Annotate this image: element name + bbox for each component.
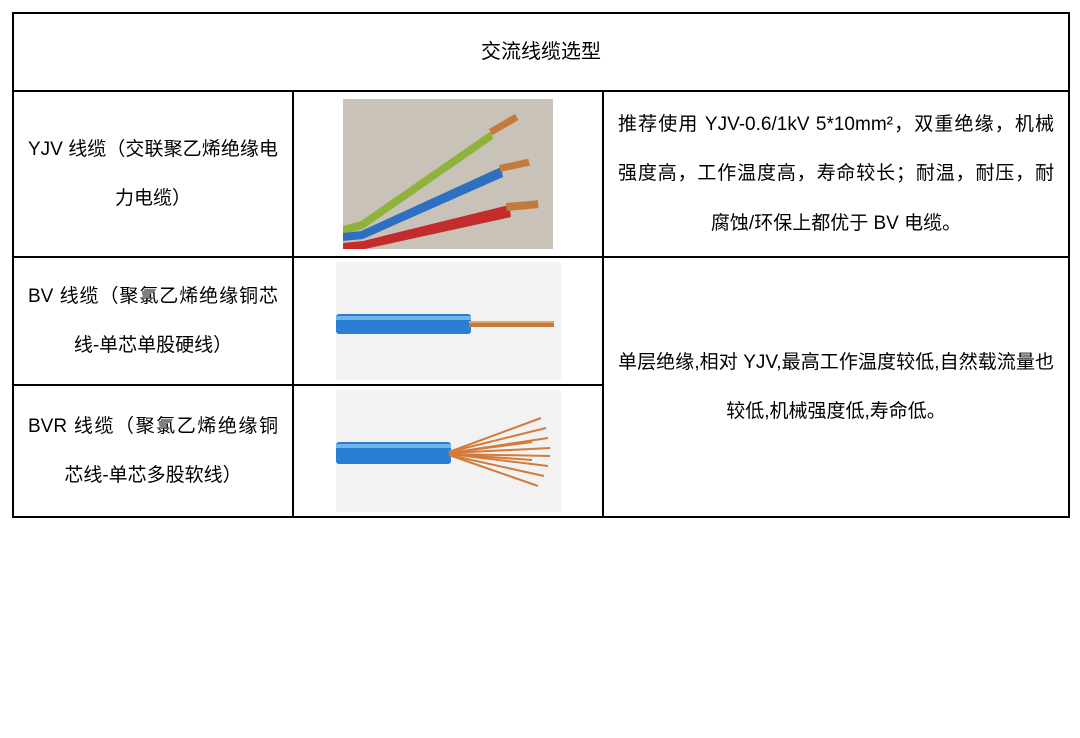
table-title-row: 交流线缆选型 [13, 13, 1069, 91]
bvr-cable-icon [336, 390, 561, 512]
cable-image-yjv [293, 91, 603, 257]
cable-label-bv: BV 线缆（聚氯乙烯绝缘铜芯线-单芯单股硬线） [13, 257, 293, 385]
table-row: BV 线缆（聚氯乙烯绝缘铜芯线-单芯单股硬线） 单层绝缘,相对 YJV,最高工作… [13, 257, 1069, 385]
bv-cable-icon [336, 262, 561, 380]
cable-label-bvr: BVR 线缆（聚氯乙烯绝缘铜芯线-单芯多股软线） [13, 385, 293, 517]
cable-desc-yjv: 推荐使用 YJV-0.6/1kV 5*10mm²，双重绝缘，机械强度高，工作温度… [603, 91, 1069, 257]
yjv-cable-icon [343, 99, 553, 249]
desc-text: 推荐使用 YJV-0.6/1kV 5*10mm²，双重绝缘，机械强度高，工作温度… [618, 114, 1054, 234]
table-title: 交流线缆选型 [13, 13, 1069, 91]
cable-label-yjv: YJV 线缆（交联聚乙烯绝缘电力电缆） [13, 91, 293, 257]
cable-image-bv [293, 257, 603, 385]
cable-desc-bv-bvr: 单层绝缘,相对 YJV,最高工作温度较低,自然载流量也较低,机械强度低,寿命低。 [603, 257, 1069, 517]
table-row: YJV 线缆（交联聚乙烯绝缘电力电缆） 推荐使用 YJV-0 [13, 91, 1069, 257]
cable-selection-table: 交流线缆选型 YJV 线缆（交联聚乙烯绝缘电力电缆） [12, 12, 1070, 518]
desc-text: 单层绝缘,相对 YJV,最高工作温度较低,自然载流量也较低,机械强度低,寿命低。 [618, 352, 1054, 422]
cable-image-bvr [293, 385, 603, 517]
